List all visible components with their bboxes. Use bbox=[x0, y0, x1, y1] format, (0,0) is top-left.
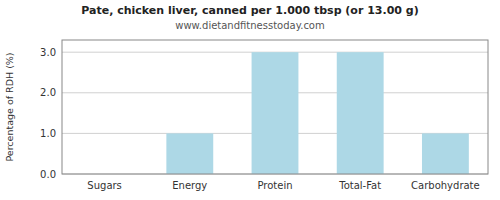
chart: Pate, chicken liver, canned per 1.000 tb… bbox=[0, 0, 500, 200]
x-tick-label: Sugars bbox=[87, 180, 121, 191]
subtitle: www.dietandfitnesstoday.com bbox=[175, 20, 324, 31]
y-axis-label: Percentage of RDH (%) bbox=[4, 52, 15, 161]
bar bbox=[252, 52, 299, 174]
y-tick-label: 1.0 bbox=[40, 128, 56, 139]
title: Pate, chicken liver, canned per 1.000 tb… bbox=[81, 4, 418, 17]
bar bbox=[166, 133, 213, 174]
bar bbox=[337, 52, 384, 174]
grid bbox=[62, 52, 488, 174]
x-tick-label: Energy bbox=[172, 180, 207, 191]
y-tick-label: 0.0 bbox=[40, 169, 56, 180]
bars bbox=[166, 52, 468, 174]
x-tick-label: Protein bbox=[257, 180, 292, 191]
y-tick-label: 3.0 bbox=[40, 47, 56, 58]
plot-frame bbox=[62, 40, 488, 174]
x-tick-label: Carbohydrate bbox=[411, 180, 480, 191]
chart-container: Pate, chicken liver, canned per 1.000 tb… bbox=[0, 0, 500, 200]
bar bbox=[422, 133, 469, 174]
x-tick-label: Total-Fat bbox=[338, 180, 381, 191]
y-tick-label: 2.0 bbox=[40, 87, 56, 98]
